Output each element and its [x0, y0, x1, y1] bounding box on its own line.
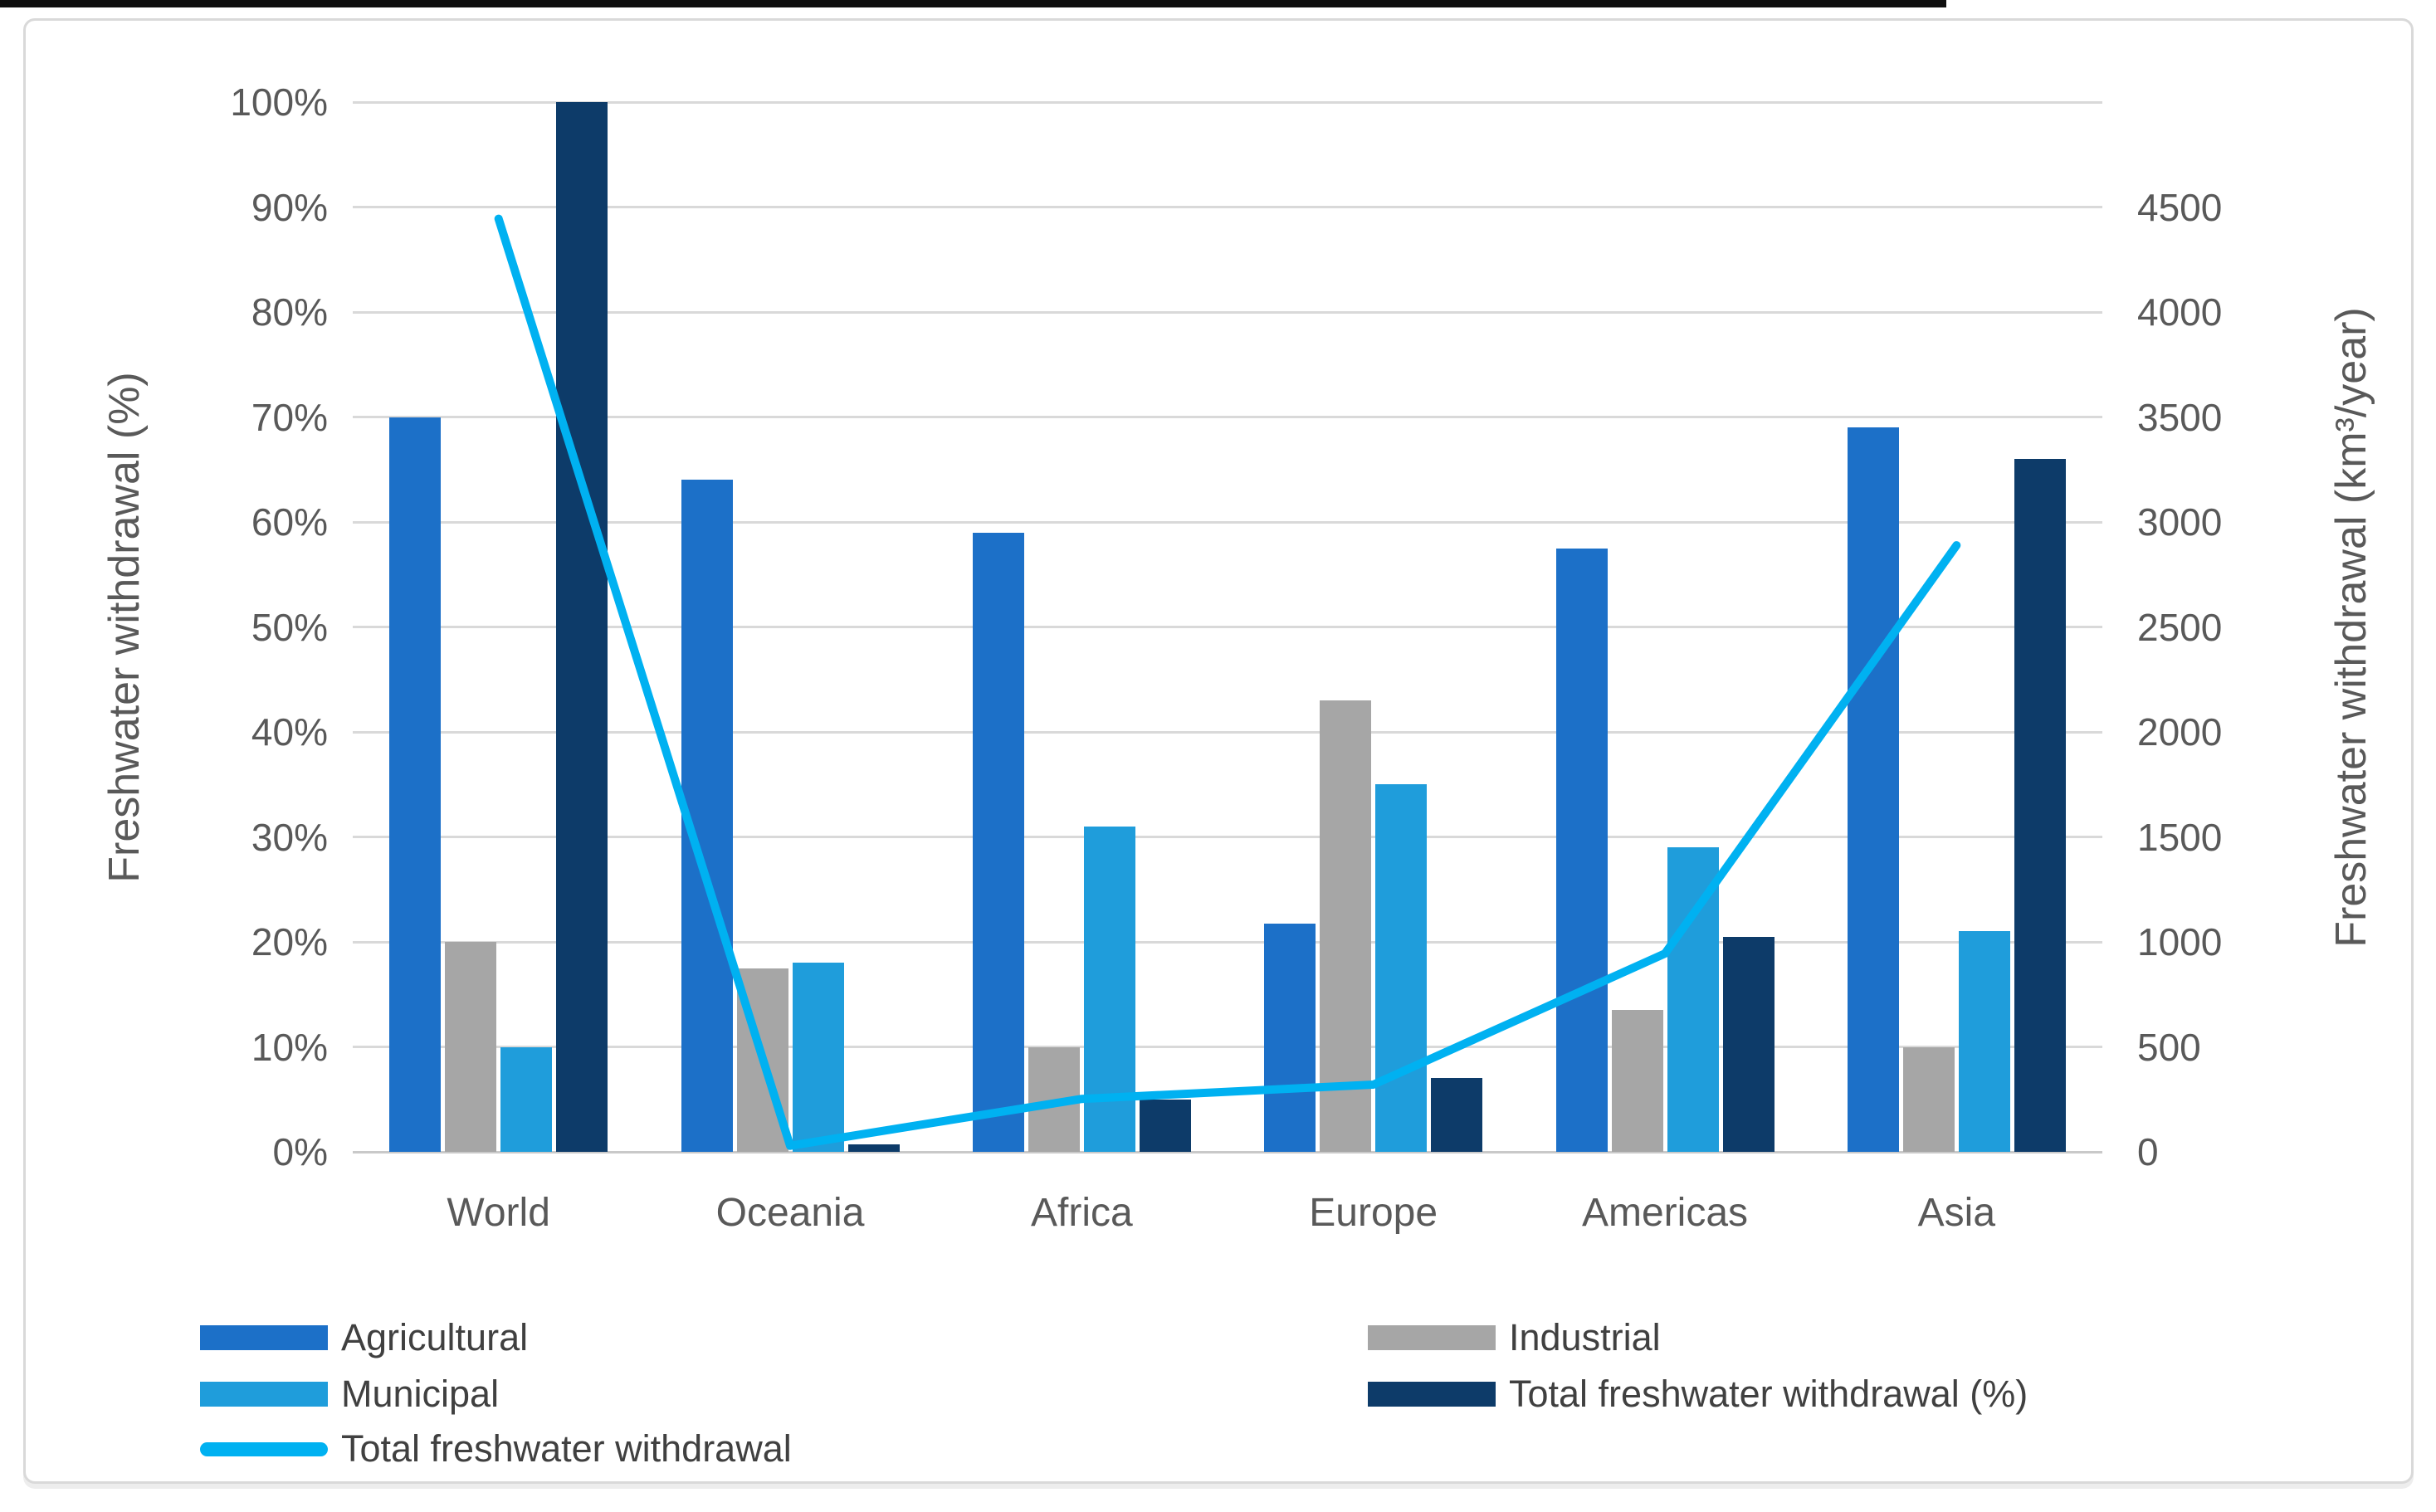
x-axis-baseline: [353, 1150, 2102, 1154]
bar-municipal-africa: [1083, 826, 1135, 1152]
bar-municipal-world: [500, 1046, 553, 1152]
bar-total-freshwater-withdrawal-world: [556, 102, 608, 1152]
left-axis-tick-label: 20%: [251, 920, 328, 963]
category-label-africa: Africa: [1030, 1191, 1133, 1235]
right-axis-tick-label: 4500: [2137, 185, 2223, 229]
bar-agricultural-oceania: [681, 480, 733, 1152]
legend-item-industrial: Industrial: [1368, 1317, 1661, 1358]
right-axis-tick-label: 3000: [2137, 500, 2223, 544]
right-axis-tick-label: 1500: [2137, 815, 2223, 859]
left-axis-tick-label: 100%: [230, 80, 328, 124]
gridline: [353, 836, 2102, 838]
bar-municipal-oceania: [792, 963, 844, 1152]
legend-item-municipal: Municipal: [200, 1373, 499, 1415]
legend-label: Agricultural: [341, 1316, 529, 1358]
legend-line-swatch: [200, 1441, 328, 1456]
bar-total-freshwater-withdrawal-oceania: [847, 1144, 900, 1152]
bar-industrial-americas: [1611, 1010, 1663, 1152]
bar-total-freshwater-withdrawal-asia: [2014, 459, 2066, 1152]
bar-industrial-world: [445, 942, 497, 1152]
bar-municipal-americas: [1667, 847, 1719, 1152]
gridline: [353, 100, 2102, 104]
bar-municipal-asia: [1958, 931, 2010, 1152]
category-label-oceania: Oceania: [715, 1191, 865, 1235]
gridline: [353, 626, 2102, 628]
right-axis-title: Freshwater withdrawal (km³/year): [2327, 307, 2375, 948]
bar-total-freshwater-withdrawal-europe: [1431, 1078, 1483, 1152]
bar-agricultural-africa: [972, 532, 1024, 1152]
gridline: [353, 730, 2102, 734]
legend-label: Total freshwater withdrawal (%): [1509, 1373, 2028, 1415]
legend-color-swatch: [1368, 1325, 1496, 1350]
gridline: [353, 520, 2102, 524]
left-axis-tick-label: 80%: [251, 290, 328, 334]
legend-color-swatch: [200, 1325, 328, 1350]
bar-total-freshwater-withdrawal-americas: [1722, 936, 1775, 1152]
right-axis-tick-label: 4000: [2137, 290, 2223, 334]
bar-industrial-africa: [1028, 1046, 1080, 1152]
bar-agricultural-asia: [1847, 427, 1899, 1152]
legend-label: Municipal: [341, 1373, 500, 1415]
bar-agricultural-europe: [1264, 924, 1316, 1152]
category-label-asia: Asia: [1917, 1191, 1996, 1235]
left-axis-tick-label: 60%: [251, 500, 328, 544]
category-label-world: World: [447, 1191, 550, 1235]
left-axis-tick-label: 0%: [272, 1130, 328, 1173]
left-axis-tick-label: 30%: [251, 815, 328, 859]
bar-agricultural-world: [389, 417, 442, 1152]
left-axis-tick-label: 50%: [251, 605, 328, 649]
bar-industrial-europe: [1320, 700, 1372, 1152]
bar-industrial-asia: [1902, 1046, 1955, 1152]
legend-label: Industrial: [1509, 1316, 1661, 1358]
category-label-americas: Americas: [1581, 1191, 1749, 1235]
bar-industrial-oceania: [736, 968, 788, 1152]
bar-total-freshwater-withdrawal-africa: [1139, 1099, 1191, 1152]
legend-item-total-freshwater-withdrawal: Total freshwater withdrawal (%): [1368, 1373, 2028, 1415]
left-axis-tick-label: 70%: [251, 395, 328, 439]
right-axis-tick-label: 2000: [2137, 710, 2223, 754]
right-axis-tick-label: 0: [2137, 1130, 2159, 1173]
legend-item-total-freshwater-withdrawal: Total freshwater withdrawal: [200, 1428, 792, 1470]
right-axis-tick-label: 500: [2137, 1025, 2201, 1069]
gridline: [353, 310, 2102, 314]
category-label-europe: Europe: [1309, 1191, 1438, 1235]
left-axis-tick-label: 90%: [251, 185, 328, 229]
gridline: [353, 206, 2102, 208]
gridline: [353, 940, 2102, 944]
gridline: [353, 1046, 2102, 1048]
legend-color-swatch: [1368, 1382, 1496, 1407]
left-axis-tick-label: 40%: [251, 710, 328, 754]
right-axis-tick-label: 1000: [2137, 920, 2223, 963]
left-axis-tick-label: 10%: [251, 1025, 328, 1069]
top-border-strip: [0, 0, 1946, 7]
gridline: [353, 416, 2102, 418]
legend-item-agricultural: Agricultural: [200, 1317, 528, 1358]
legend-label: Total freshwater withdrawal: [341, 1427, 792, 1470]
right-axis-tick-label: 2500: [2137, 605, 2223, 649]
right-axis-tick-label: 3500: [2137, 395, 2223, 439]
left-axis-title: Freshwater withdrawal (%): [100, 372, 149, 883]
bar-agricultural-americas: [1555, 548, 1608, 1152]
legend-color-swatch: [200, 1382, 328, 1407]
bar-municipal-europe: [1375, 784, 1428, 1152]
